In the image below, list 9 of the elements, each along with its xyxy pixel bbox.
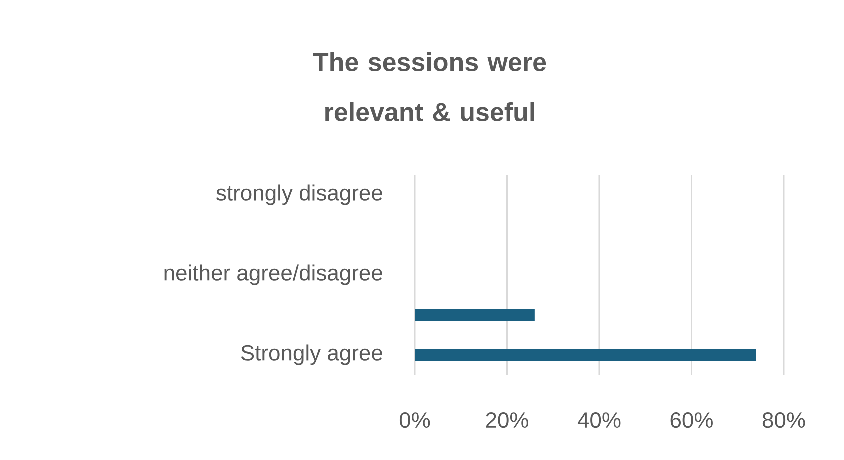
y-tick-label: neither agree/disagree: [164, 264, 382, 286]
x-tick-label: 40%: [578, 412, 621, 428]
chart-title: The sessions were relevant & useful: [313, 52, 546, 122]
y-tick-label: strongly disagree: [216, 184, 382, 206]
x-tick-label: 0%: [400, 412, 430, 428]
x-tick-label: 60%: [670, 412, 713, 428]
y-tick-label: Strongly agree: [241, 344, 382, 366]
x-tick-label: 80%: [762, 412, 806, 428]
x-tick-label: 20%: [486, 412, 528, 428]
